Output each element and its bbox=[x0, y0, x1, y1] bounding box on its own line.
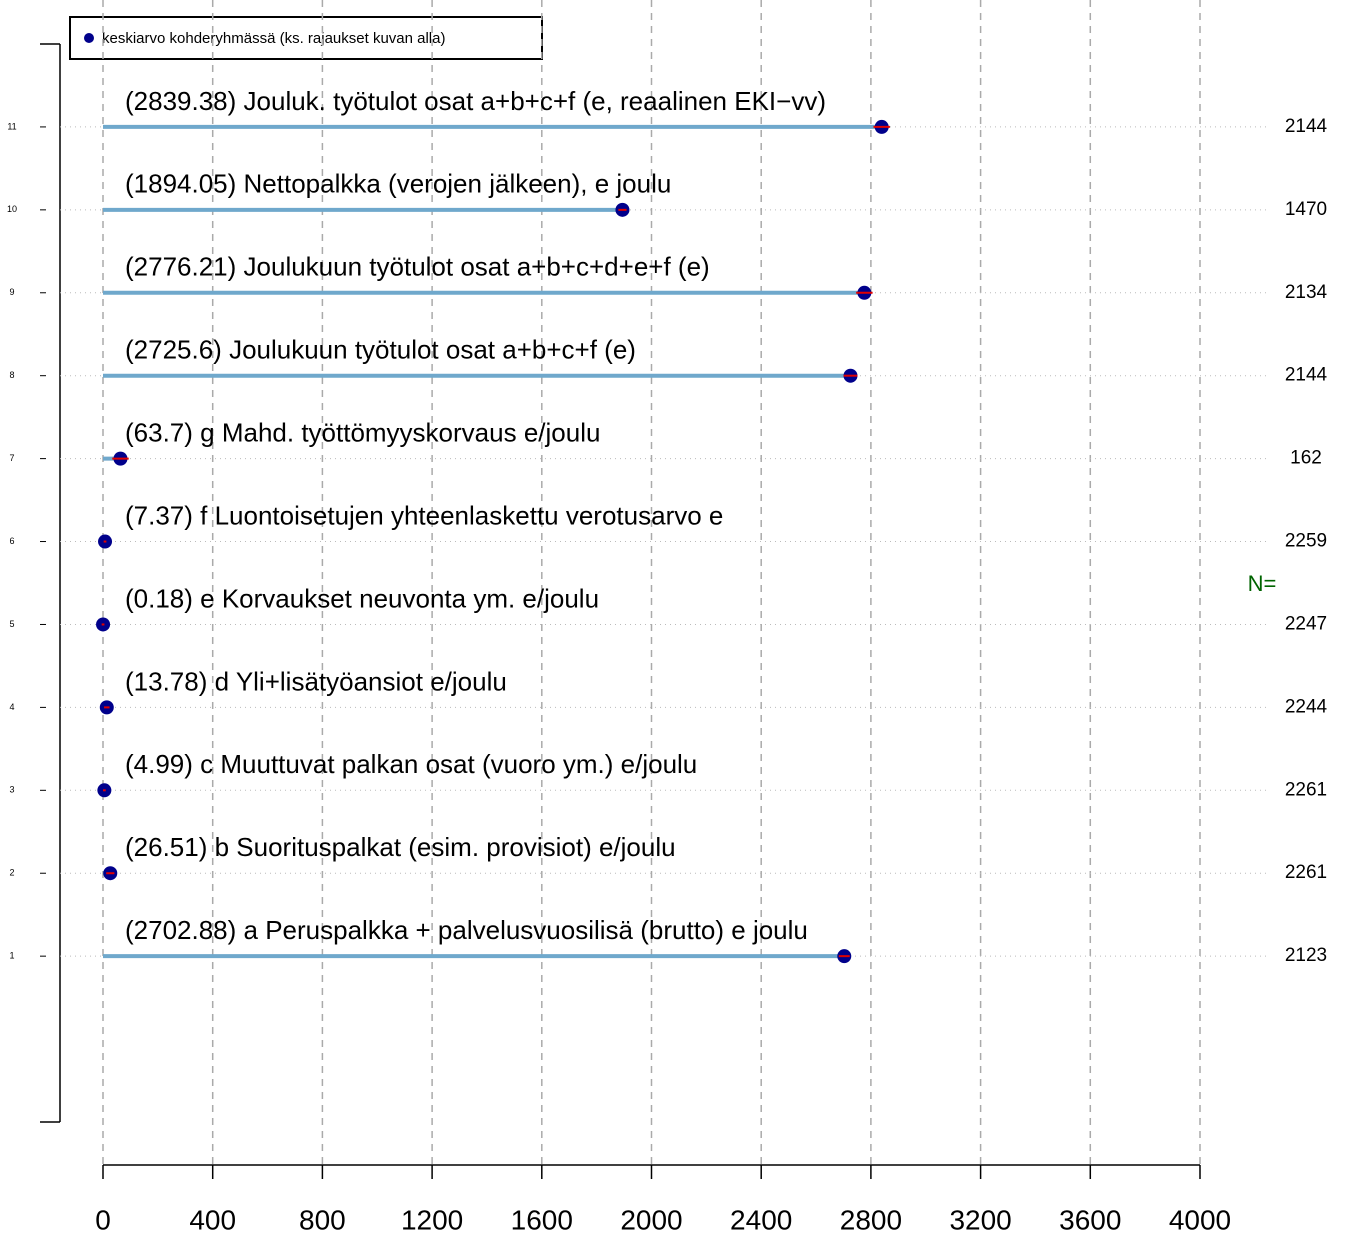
row-label: (13.78) d Yli+lisätyöansiot e/joulu bbox=[125, 666, 507, 696]
y-tick-label: 3 bbox=[9, 785, 14, 795]
n-label: 2244 bbox=[1285, 696, 1328, 717]
y-tick-label: 7 bbox=[9, 453, 14, 463]
y-tick-label: 1 bbox=[9, 951, 14, 961]
x-tick-label: 800 bbox=[299, 1204, 346, 1235]
y-tick-label: 4 bbox=[9, 702, 14, 712]
n-label: 2261 bbox=[1285, 779, 1327, 800]
x-tick-label: 2800 bbox=[840, 1204, 902, 1235]
n-label: 2144 bbox=[1285, 365, 1328, 386]
x-tick-label: 3200 bbox=[949, 1204, 1011, 1235]
n-label: 2259 bbox=[1285, 531, 1327, 552]
y-tick-label: 6 bbox=[9, 536, 14, 546]
n-title: N= bbox=[1248, 571, 1277, 596]
n-label: 2123 bbox=[1285, 945, 1327, 966]
legend-box bbox=[69, 16, 543, 60]
row-label: (2702.88) a Peruspalkka + palvelusvuosil… bbox=[125, 915, 808, 945]
x-tick-label: 1600 bbox=[511, 1204, 573, 1235]
x-tick-label: 1200 bbox=[401, 1204, 463, 1235]
y-tick-label: 10 bbox=[7, 204, 17, 214]
row-label: (2839.38) Jouluk. työtulot osat a+b+c+f … bbox=[125, 86, 826, 116]
n-label: 2134 bbox=[1285, 282, 1328, 303]
x-tick-label: 2000 bbox=[620, 1204, 682, 1235]
x-tick-label: 4000 bbox=[1169, 1204, 1231, 1235]
x-tick-label: 0 bbox=[95, 1204, 111, 1235]
n-label: 2261 bbox=[1285, 862, 1327, 883]
n-label: 1470 bbox=[1285, 199, 1327, 220]
row-label: (26.51) b Suorituspalkat (esim. provisio… bbox=[125, 832, 676, 862]
row-label: (4.99) c Muuttuvat palkan osat (vuoro ym… bbox=[125, 749, 697, 779]
y-tick-label: 11 bbox=[7, 121, 16, 131]
row-label: (7.37) f Luontoisetujen yhteenlaskettu v… bbox=[125, 500, 723, 530]
x-tick-label: 400 bbox=[189, 1204, 236, 1235]
n-label: 2144 bbox=[1285, 116, 1328, 137]
legend-marker bbox=[84, 33, 94, 43]
n-label: 162 bbox=[1290, 448, 1322, 469]
y-tick-label: 5 bbox=[9, 619, 14, 629]
y-tick-label: 9 bbox=[9, 287, 14, 297]
x-tick-label: 3600 bbox=[1059, 1204, 1121, 1235]
row-label: (0.18) e Korvaukset neuvonta ym. e/joulu bbox=[125, 583, 599, 613]
row-label: (63.7) g Mahd. työttömyyskorvaus e/joulu bbox=[125, 417, 600, 447]
n-label: 2247 bbox=[1285, 613, 1327, 634]
y-tick-label: 8 bbox=[9, 370, 14, 380]
row-label: (2725.6) Joulukuun työtulot osat a+b+c+f… bbox=[125, 335, 636, 365]
x-tick-label: 2400 bbox=[730, 1204, 792, 1235]
row-label: (2776.21) Joulukuun työtulot osat a+b+c+… bbox=[125, 252, 710, 282]
row-label: (1894.05) Nettopalkka (verojen jälkeen),… bbox=[125, 169, 671, 199]
y-tick-label: 2 bbox=[9, 868, 14, 878]
legend-label: keskiarvo kohderyhmässä (ks. rajaukset k… bbox=[102, 30, 445, 47]
